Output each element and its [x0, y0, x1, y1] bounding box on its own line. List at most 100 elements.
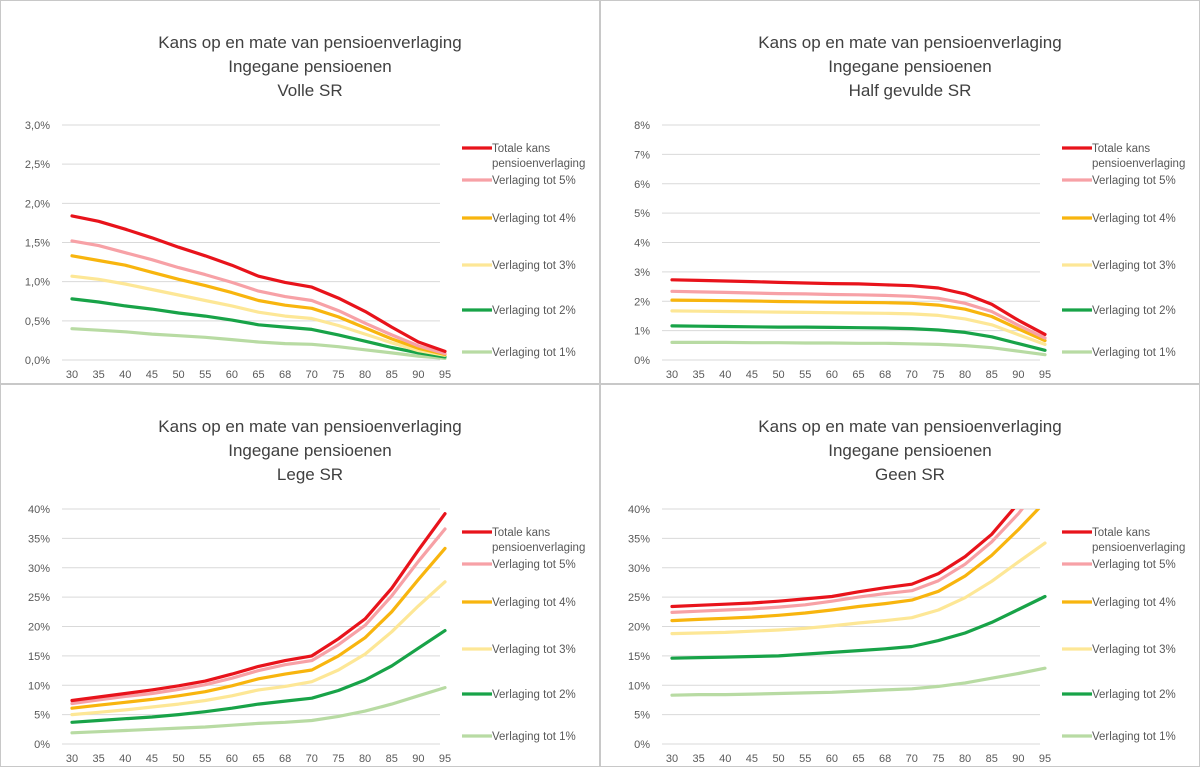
x-tick-label: 68 — [879, 369, 891, 381]
x-tick-label: 80 — [959, 369, 971, 381]
y-tick-label: 1,5% — [25, 238, 50, 250]
x-tick-label: 30 — [666, 753, 678, 765]
x-tick-label: 55 — [799, 753, 811, 765]
series-line-4 — [70, 580, 447, 717]
x-tick-label: 30 — [666, 369, 678, 381]
series-line-3 — [70, 254, 447, 357]
legend-label: Verlaging tot 1% — [492, 731, 576, 743]
x-tick-label: 60 — [226, 369, 238, 381]
x-tick-label: 80 — [359, 369, 371, 381]
series-line-6 — [70, 327, 447, 360]
x-tick-label: 50 — [172, 753, 184, 765]
x-tick-label: 65 — [252, 369, 264, 381]
y-tick-label: 15% — [28, 651, 50, 663]
x-tick-label: 90 — [1012, 369, 1024, 381]
x-tick-label: 90 — [412, 369, 424, 381]
x-tick-label: 90 — [412, 753, 424, 765]
y-tick-label: 0,0% — [25, 355, 50, 367]
legend-label: Verlaging tot 5% — [492, 175, 576, 187]
x-tick-label: 40 — [119, 753, 131, 765]
x-tick-label: 75 — [932, 369, 944, 381]
x-tick-label: 45 — [146, 369, 158, 381]
chart-svg: Kans op en mate van pensioenverlaging Ing… — [0, 384, 600, 767]
y-tick-label: 0% — [34, 739, 50, 751]
y-tick-label: 3% — [634, 267, 650, 279]
x-tick-label: 60 — [826, 753, 838, 765]
x-tick-label: 95 — [439, 369, 451, 381]
legend-label: Verlaging tot 1% — [492, 347, 576, 359]
chart-title: Kans op en mate van pensioenverlaging — [158, 33, 461, 52]
y-tick-label: 2% — [634, 296, 650, 308]
chart-subtitle: Ingegane pensioenen — [828, 57, 992, 76]
series-line-6 — [670, 666, 1047, 697]
x-tick-label: 35 — [693, 753, 705, 765]
y-tick-label: 10% — [628, 680, 650, 692]
x-tick-label: 45 — [746, 753, 758, 765]
x-tick-label: 50 — [772, 369, 784, 381]
x-tick-label: 75 — [932, 753, 944, 765]
legend-label: Verlaging tot 4% — [1092, 213, 1176, 225]
x-tick-label: 55 — [799, 369, 811, 381]
y-tick-label: 15% — [628, 651, 650, 663]
legend-label: Verlaging tot 5% — [1092, 175, 1176, 187]
x-tick-label: 40 — [719, 753, 731, 765]
x-tick-label: 55 — [199, 369, 211, 381]
legend-label: Verlaging tot 3% — [492, 260, 576, 272]
x-tick-label: 70 — [306, 753, 318, 765]
panel-border — [0, 0, 600, 384]
series-line-4 — [670, 541, 1047, 636]
legend-label: Totale kans — [492, 143, 550, 155]
series-line-4 — [670, 309, 1047, 346]
series-line-5 — [670, 594, 1047, 660]
legend-label: Verlaging tot 2% — [492, 305, 576, 317]
y-tick-label: 2,5% — [25, 159, 50, 171]
series-line-3 — [670, 298, 1047, 343]
chart-panel-geen-sr: Kans op en mate van pensioenverlaging Ing… — [600, 384, 1200, 767]
legend-label: Totale kans — [1092, 527, 1150, 539]
y-tick-label: 4% — [634, 238, 650, 250]
x-tick-label: 85 — [386, 753, 398, 765]
series-line-5 — [70, 629, 447, 724]
y-tick-label: 40% — [628, 504, 650, 516]
y-tick-label: 20% — [28, 622, 50, 634]
x-tick-label: 50 — [772, 753, 784, 765]
chart-panel-half-gevulde-sr: Kans op en mate van pensioenverlaging Ing… — [600, 0, 1200, 384]
legend-label-continued: pensioenverlaging — [492, 542, 585, 554]
y-tick-label: 5% — [634, 208, 650, 220]
chart-svg: Kans op en mate van pensioenverlaging Ing… — [0, 0, 600, 384]
series-line-2 — [670, 289, 1047, 340]
chart-subtitle: Ingegane pensioenen — [228, 441, 392, 460]
series-line-2 — [70, 527, 447, 706]
x-tick-label: 35 — [693, 369, 705, 381]
y-tick-label: 35% — [628, 533, 650, 545]
legend-label: Totale kans — [492, 527, 550, 539]
x-tick-label: 60 — [826, 369, 838, 381]
series-line-6 — [670, 340, 1047, 357]
legend-label: Verlaging tot 2% — [1092, 689, 1176, 701]
x-tick-label: 85 — [986, 753, 998, 765]
chart-svg: Kans op en mate van pensioenverlaging Ing… — [600, 384, 1200, 767]
y-tick-label: 6% — [634, 179, 650, 191]
legend-label: Verlaging tot 5% — [1092, 559, 1176, 571]
legend-label: Verlaging tot 3% — [1092, 644, 1176, 656]
legend-label: Verlaging tot 2% — [492, 689, 576, 701]
x-tick-label: 68 — [879, 753, 891, 765]
x-tick-label: 75 — [332, 753, 344, 765]
x-tick-label: 80 — [359, 753, 371, 765]
legend-label-continued: pensioenverlaging — [1092, 158, 1185, 170]
x-tick-label: 80 — [959, 753, 971, 765]
x-tick-label: 90 — [1012, 753, 1024, 765]
chart-panel-lege-sr: Kans op en mate van pensioenverlaging Ing… — [0, 384, 600, 767]
x-tick-label: 95 — [1039, 753, 1051, 765]
x-tick-label: 70 — [306, 369, 318, 381]
x-tick-label: 60 — [226, 753, 238, 765]
series-line-5 — [670, 324, 1047, 352]
y-tick-label: 0% — [634, 739, 650, 751]
chart-title: Kans op en mate van pensioenverlaging — [758, 33, 1061, 52]
x-tick-label: 68 — [279, 753, 291, 765]
y-tick-label: 35% — [28, 533, 50, 545]
y-tick-label: 25% — [28, 592, 50, 604]
x-tick-label: 30 — [66, 369, 78, 381]
chart-subtitle: Ingegane pensioenen — [228, 57, 392, 76]
